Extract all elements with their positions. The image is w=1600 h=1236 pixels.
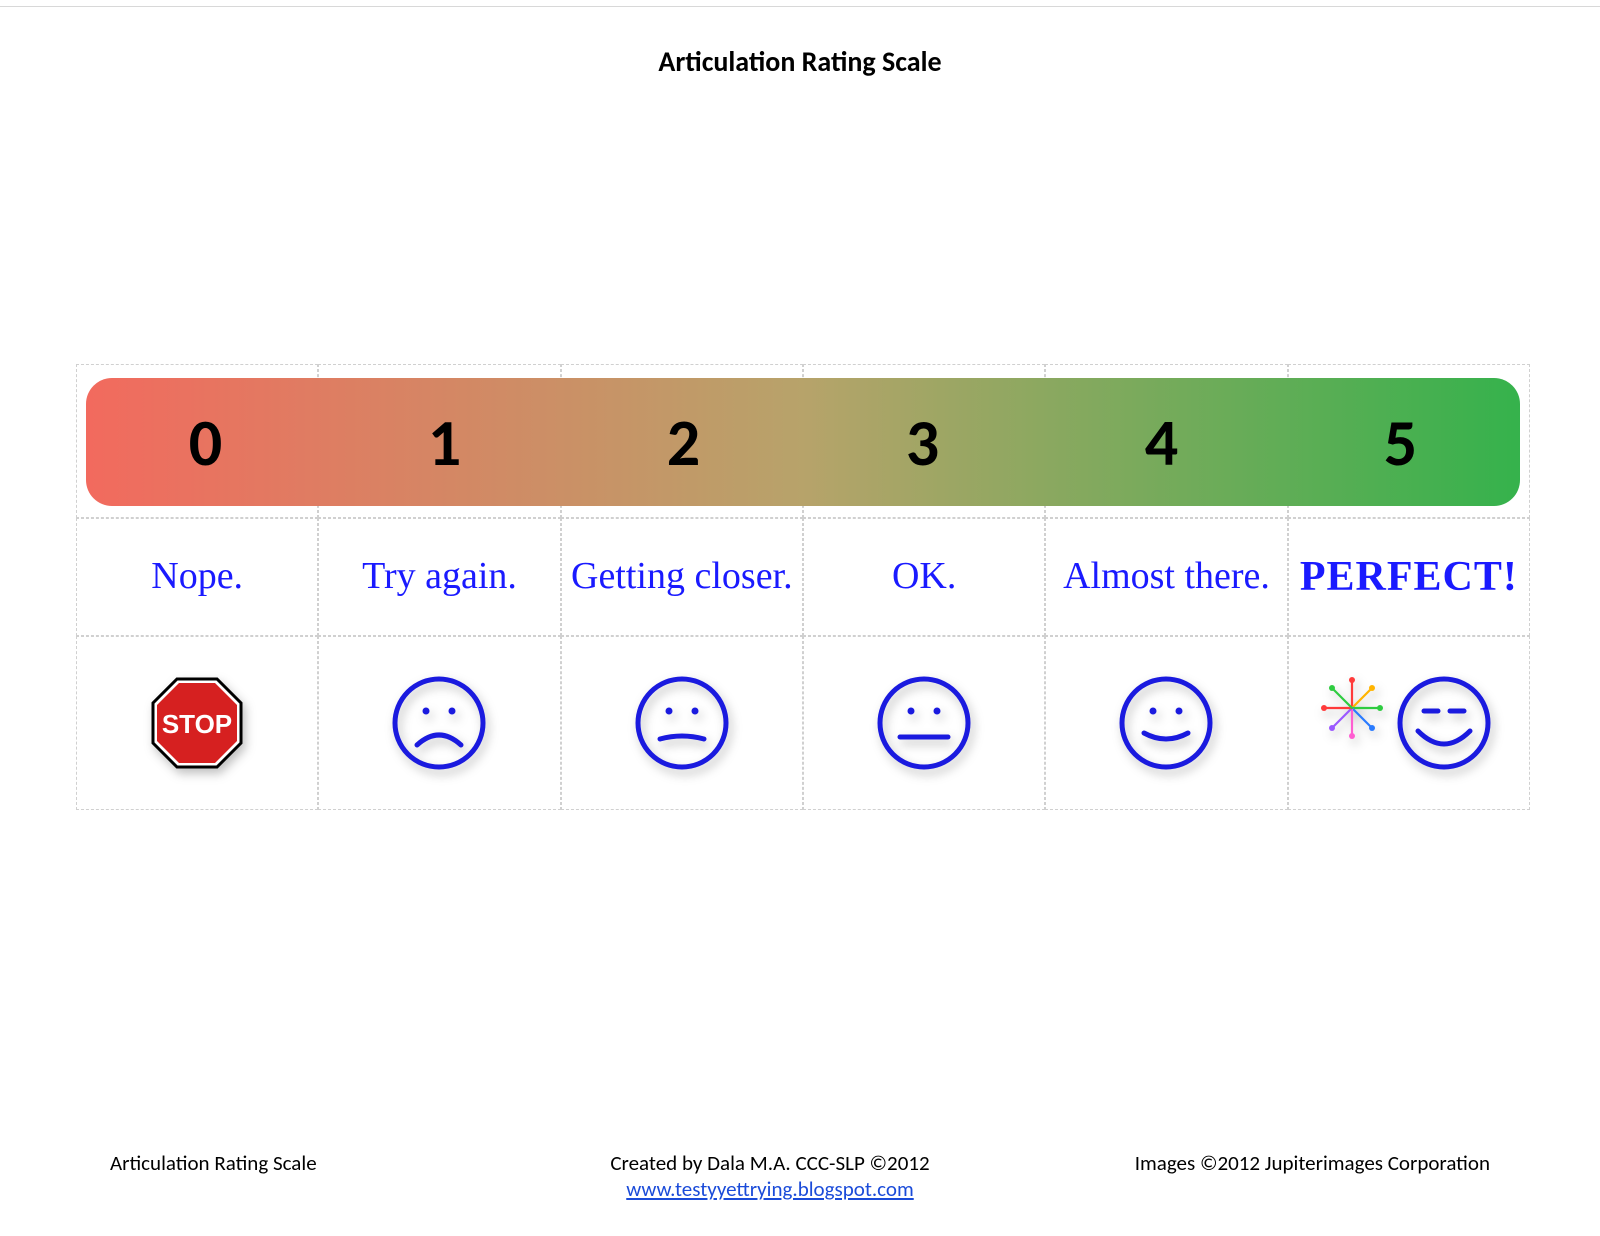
footer: Articulation Rating Scale Created by Dal… xyxy=(0,1150,1600,1202)
label-almost-there: Almost there. xyxy=(1057,557,1276,597)
label-cell-1: Try again. xyxy=(318,518,560,636)
label-cell-0: Nope. xyxy=(76,518,318,636)
top-rule xyxy=(0,6,1600,7)
icon-cell-4 xyxy=(1045,636,1287,810)
stop-text: STOP xyxy=(162,709,232,739)
scale-number-4: 4 xyxy=(1042,378,1281,506)
footer-credit-text: Created by Dala M.A. CCC-SLP ©2012 xyxy=(610,1150,929,1176)
footer-left: Articulation Rating Scale xyxy=(110,1150,470,1202)
label-cell-2: Getting closer. xyxy=(561,518,803,636)
gradient-number-bar: 0 1 2 3 4 5 xyxy=(86,378,1520,506)
face-slight-smile-icon xyxy=(1116,673,1216,773)
icon-cell-3 xyxy=(803,636,1045,810)
label-cell-5: PERFECT! xyxy=(1288,518,1530,636)
scale-number-1: 1 xyxy=(325,378,564,506)
scale-number-2: 2 xyxy=(564,378,803,506)
label-try-again: Try again. xyxy=(356,557,523,597)
footer-link[interactable]: www.testyyettrying.blogspot.com xyxy=(626,1176,913,1202)
face-neutral-icon xyxy=(874,673,974,773)
page: Articulation Rating Scale 0 1 2 3 4 5 No… xyxy=(0,0,1600,1236)
icon-cell-1 xyxy=(318,636,560,810)
label-getting-closer: Getting closer. xyxy=(565,557,799,597)
label-ok: OK. xyxy=(886,557,962,597)
label-cell-4: Almost there. xyxy=(1045,518,1287,636)
face-flat-icon xyxy=(632,673,732,773)
face-sad-icon xyxy=(389,673,489,773)
scale-number-5: 5 xyxy=(1281,378,1520,506)
icon-cell-0: STOP xyxy=(76,636,318,810)
label-perfect: PERFECT! xyxy=(1294,555,1524,599)
stop-sign-icon: STOP xyxy=(147,673,247,773)
face-happy-sparkle-icon xyxy=(1314,668,1504,778)
label-nope: Nope. xyxy=(145,557,249,597)
footer-right: Images ©2012 Jupiterimages Corporation xyxy=(1070,1150,1490,1202)
footer-center: Created by Dala M.A. CCC-SLP ©2012 www.t… xyxy=(470,1150,1070,1202)
icon-cell-5 xyxy=(1288,636,1530,810)
icon-cell-2 xyxy=(561,636,803,810)
page-title: Articulation Rating Scale xyxy=(0,44,1600,79)
scale-number-3: 3 xyxy=(803,378,1042,506)
scale-number-0: 0 xyxy=(86,378,325,506)
label-cell-3: OK. xyxy=(803,518,1045,636)
